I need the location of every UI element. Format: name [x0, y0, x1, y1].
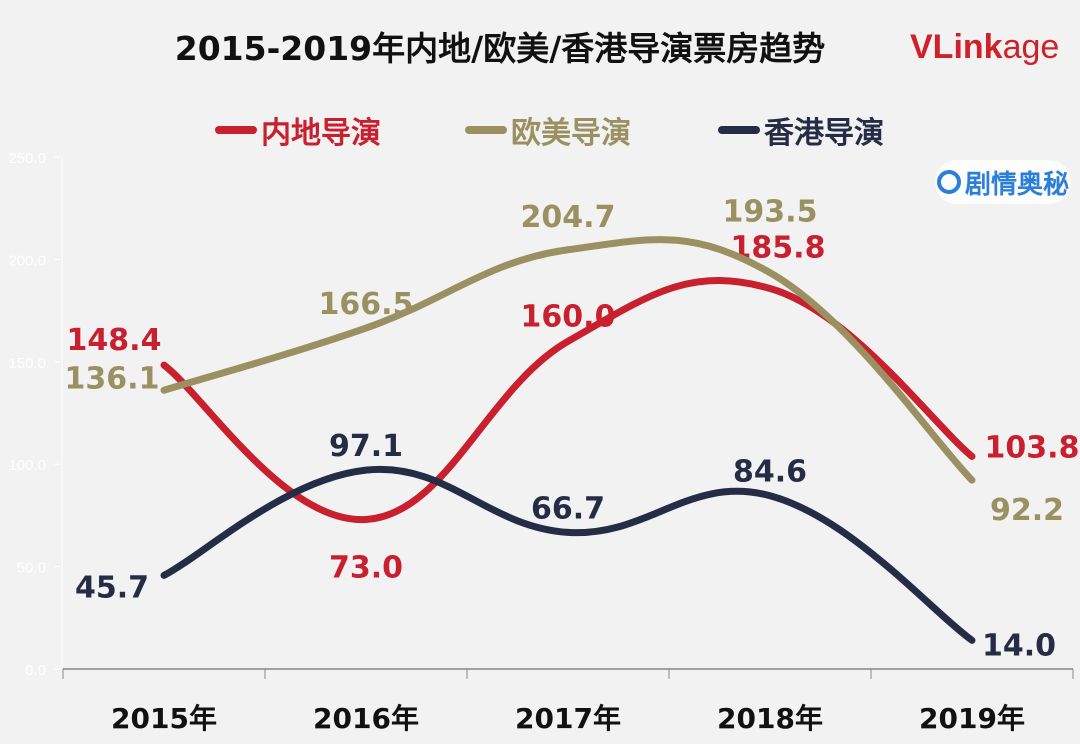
data-label: 136.1 — [65, 361, 160, 396]
legend-swatch — [215, 126, 257, 134]
x-tick-label: 2019年 — [919, 702, 1025, 735]
series-line-2 — [160, 465, 976, 644]
legend-item-hongkong: 香港导演 — [718, 108, 884, 152]
legend-item-mainland: 内地导演 — [215, 108, 381, 152]
series-line-1 — [160, 236, 976, 484]
data-label: 166.5 — [319, 287, 414, 322]
y-tick-label: 200.0 — [8, 252, 46, 269]
legend-swatch — [718, 126, 760, 134]
data-label: 148.4 — [67, 323, 162, 358]
legend-swatch — [465, 126, 507, 134]
data-label: 97.1 — [329, 429, 403, 464]
data-label: 92.2 — [990, 493, 1064, 528]
data-label: 160.0 — [521, 299, 616, 334]
watermark-logo-icon — [936, 170, 961, 194]
legend: 内地导演 欧美导演 香港导演 — [0, 108, 1080, 151]
data-label: 84.6 — [733, 455, 807, 490]
y-tick-label: 0.0 — [25, 662, 46, 679]
y-tick-label: 50.0 — [17, 560, 46, 577]
data-label: 14.0 — [982, 628, 1056, 663]
data-label: 45.7 — [75, 570, 149, 605]
x-tick-label: 2018年 — [717, 702, 823, 735]
y-tick-label: 100.0 — [8, 457, 46, 474]
x-tick-label: 2015年 — [111, 702, 217, 735]
chart-title: 2015-2019年内地/欧美/香港导演票房趋势 — [174, 29, 826, 68]
vlinkage-logo: VLinkage — [910, 28, 1060, 66]
y-tick-label: 150.0 — [8, 355, 46, 372]
x-tick-label: 2017年 — [515, 702, 621, 735]
y-tick-label: 250.0 — [8, 150, 46, 167]
legend-item-western: 欧美导演 — [465, 108, 631, 152]
data-label: 103.8 — [985, 430, 1080, 465]
data-label: 66.7 — [531, 491, 605, 526]
x-tick-label: 2016年 — [313, 702, 419, 735]
data-label: 73.0 — [329, 550, 403, 585]
data-label: 204.7 — [521, 200, 616, 235]
watermark: 剧情奥秘 — [935, 160, 1071, 204]
data-label: 193.5 — [723, 195, 818, 230]
